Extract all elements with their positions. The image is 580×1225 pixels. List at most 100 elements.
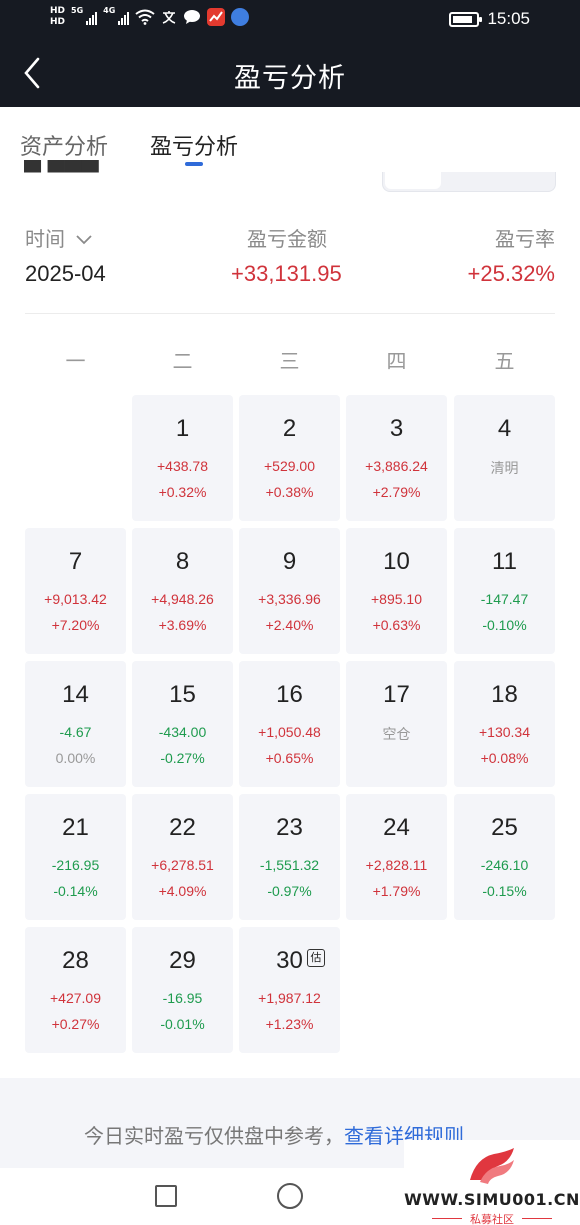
- status-icons-left: HD HD 5G 4G: [50, 6, 250, 28]
- message-icon: [184, 10, 201, 24]
- day-number: 21: [62, 814, 89, 841]
- day-amount: +3,886.24: [365, 458, 428, 474]
- day-number: 3: [389, 415, 404, 442]
- footer-notice-text: 今日实时盈亏仅供盘中参考，: [84, 1124, 344, 1148]
- day-number: 25: [491, 814, 518, 841]
- day-number: 11: [492, 548, 517, 575]
- day-rate: +0.63%: [372, 617, 421, 633]
- day-amount: +4,948.26: [151, 591, 214, 607]
- tab-pnl-analysis[interactable]: 盈亏分析: [150, 135, 239, 160]
- weekday-wed: 三: [279, 349, 300, 373]
- calendar-day[interactable]: 17 空仓: [346, 661, 447, 787]
- time-selector[interactable]: 时间: [25, 223, 93, 252]
- day-rate: +4.09%: [158, 883, 207, 899]
- calendar-day[interactable]: 2 +529.00 +0.38%: [239, 395, 340, 521]
- day-rate: +2.79%: [372, 484, 421, 500]
- day-rate: +0.08%: [480, 750, 529, 766]
- day-number: 22: [169, 814, 196, 841]
- pnl-amount-label: 盈亏金额: [247, 227, 327, 251]
- calendar-day[interactable]: 23 -1,551.32 -0.97%: [239, 794, 340, 920]
- tab-active-indicator: [185, 162, 203, 166]
- day-amount: +3,336.96: [258, 591, 321, 607]
- watermark: WWW.SIMU001.CN 私募社区: [404, 1140, 580, 1225]
- day-number: 23: [276, 814, 303, 841]
- recent-apps-button[interactable]: [155, 1185, 177, 1207]
- hd-label-2: HD: [50, 17, 66, 27]
- browser-app-icon: [231, 8, 250, 26]
- day-rate: +0.65%: [265, 750, 314, 766]
- estimate-badge: 估: [307, 949, 325, 967]
- network-type-2: 4G: [103, 6, 116, 15]
- day-number: 2: [282, 415, 297, 442]
- tab-asset-analysis[interactable]: 资产分析: [20, 135, 109, 160]
- day-amount: +1,050.48: [258, 724, 321, 740]
- calendar-day[interactable]: 21 -216.95 -0.14%: [25, 794, 126, 920]
- pnl-amount-value: +33,131.95: [231, 261, 342, 286]
- watermark-line-right: [522, 1218, 552, 1219]
- calendar-day[interactable]: 10 +895.10 +0.63%: [346, 528, 447, 654]
- day-rate: +1.23%: [265, 1016, 314, 1032]
- hidden-section-title: ▆ ▆▆▆: [24, 160, 99, 173]
- calendar-day[interactable]: 22 +6,278.51 +4.09%: [132, 794, 233, 920]
- summary-divider: [25, 313, 555, 314]
- day-rate: -0.27%: [160, 750, 205, 766]
- weekday-mon: 一: [65, 349, 86, 373]
- day-number: 18: [491, 681, 518, 708]
- view-toggle[interactable]: [382, 172, 556, 192]
- view-toggle-knob: [385, 172, 441, 189]
- pnl-rate-value: +25.32%: [467, 261, 555, 286]
- day-rate: +2.40%: [265, 617, 314, 633]
- signal-icon-2: [118, 9, 130, 25]
- day-rate: -0.01%: [160, 1016, 205, 1032]
- day-amount: -16.95: [162, 990, 203, 1006]
- calendar-day[interactable]: 16 +1,050.48 +0.65%: [239, 661, 340, 787]
- calendar-day[interactable]: 3 +3,886.24 +2.79%: [346, 395, 447, 521]
- calendar-day[interactable]: 1 +438.78 +0.32%: [132, 395, 233, 521]
- day-number: 16: [276, 681, 303, 708]
- translate-icon: [163, 11, 176, 24]
- day-rate: +1.79%: [372, 883, 421, 899]
- calendar-day[interactable]: 8 +4,948.26 +3.69%: [132, 528, 233, 654]
- home-button[interactable]: [277, 1183, 303, 1209]
- status-bar: HD HD 5G 4G 15:05: [0, 0, 580, 40]
- day-number: 29: [169, 947, 196, 974]
- watermark-subtitle: 私募社区: [470, 1213, 514, 1225]
- calendar-day[interactable]: 15 -434.00 -0.27%: [132, 661, 233, 787]
- network-type-1: 5G: [71, 6, 84, 15]
- selected-month: 2025-04: [25, 261, 106, 286]
- calendar-day[interactable]: 24 +2,828.11 +1.79%: [346, 794, 447, 920]
- day-amount: +529.00: [264, 458, 315, 474]
- day-rate: -0.10%: [482, 617, 527, 633]
- calendar-day[interactable]: 28 +427.09 +0.27%: [25, 927, 126, 1053]
- day-amount: 空仓: [382, 726, 411, 742]
- hd-indicator: HD HD: [50, 6, 65, 28]
- day-amount: -1,551.32: [259, 857, 320, 873]
- calendar-day[interactable]: 7 +9,013.42 +7.20%: [25, 528, 126, 654]
- watermark-url: WWW.SIMU001.CN: [404, 1190, 580, 1209]
- page-title: 盈亏分析: [234, 63, 346, 94]
- calendar-day[interactable]: 11 -147.47 -0.10%: [454, 528, 555, 654]
- day-rate: +7.20%: [51, 617, 100, 633]
- status-icons-right: 15:05: [449, 9, 530, 29]
- calendar-day[interactable]: 18 +130.34 +0.08%: [454, 661, 555, 787]
- calendar-day[interactable]: 4 清明: [454, 395, 555, 521]
- clock: 15:05: [487, 9, 530, 28]
- day-rate: 0.00%: [55, 750, 96, 766]
- calendar-day[interactable]: 14 -4.67 0.00%: [25, 661, 126, 787]
- day-amount: +427.09: [50, 990, 101, 1006]
- back-button[interactable]: [16, 54, 52, 92]
- day-number: 9: [282, 548, 297, 575]
- watermark-line-left: [432, 1218, 462, 1219]
- day-rate: -0.97%: [267, 883, 312, 899]
- chevron-down-icon: [76, 235, 92, 245]
- day-amount: +895.10: [371, 591, 422, 607]
- calendar-day[interactable]: 25 -246.10 -0.15%: [454, 794, 555, 920]
- day-amount: -434.00: [158, 724, 207, 740]
- calendar-day[interactable]: 30 估 +1,987.12 +1.23%: [239, 927, 340, 1053]
- calendar-day[interactable]: 9 +3,336.96 +2.40%: [239, 528, 340, 654]
- day-number: 28: [62, 947, 89, 974]
- day-amount: +2,828.11: [365, 857, 428, 873]
- day-number: 8: [175, 548, 190, 575]
- calendar-day[interactable]: 29 -16.95 -0.01%: [132, 927, 233, 1053]
- day-number: 14: [62, 681, 89, 708]
